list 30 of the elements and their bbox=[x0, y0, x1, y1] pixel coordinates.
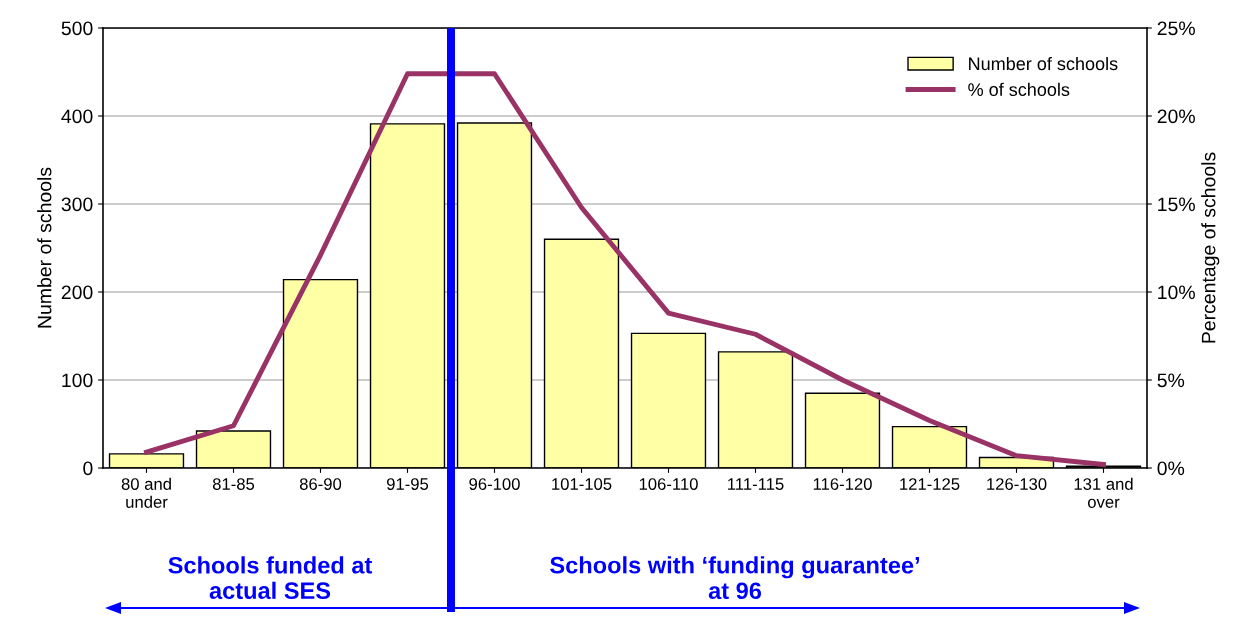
y-tick-label: 0 bbox=[83, 461, 93, 476]
y-tick-label: 400 bbox=[61, 109, 93, 124]
y-axis-title: Number of schools bbox=[37, 167, 52, 328]
text: Schools with ‘funding guarantee’ at 96 bbox=[550, 556, 920, 600]
y-tick-label: 300 bbox=[61, 197, 93, 212]
x-tick-label: 111-115 bbox=[728, 478, 784, 490]
x-tick-label: 116-120 bbox=[813, 478, 872, 490]
y2-tick-label: 25% bbox=[1157, 21, 1195, 36]
x-tick-label: 91-95 bbox=[386, 478, 429, 490]
x-tick-label: 101-105 bbox=[552, 478, 612, 490]
text: Schools funded at actual SES bbox=[168, 556, 373, 600]
x-tick-label: 106-110 bbox=[639, 478, 698, 490]
y2-tick-label: 15% bbox=[1158, 197, 1195, 212]
x-tick-label: 86-90 bbox=[299, 478, 342, 490]
y2-tick-label: 20% bbox=[1157, 109, 1195, 124]
y2-tick-label: 0% bbox=[1157, 461, 1185, 476]
y2-tick-label: 5% bbox=[1157, 373, 1185, 388]
legend-label: % of schools bbox=[968, 82, 1070, 97]
legend-label: Number of schools bbox=[969, 56, 1118, 71]
y2-axis-title: Percentage of schools bbox=[1201, 152, 1220, 343]
x-tick-label: 126-130 bbox=[987, 478, 1047, 490]
y2-tick-label: 10% bbox=[1158, 285, 1195, 300]
y-tick-label: 200 bbox=[61, 285, 93, 300]
y-tick-label: 100 bbox=[62, 373, 93, 388]
x-tick-label: 96-100 bbox=[469, 478, 520, 490]
x-tick-label: 80 and under bbox=[121, 477, 171, 508]
y-tick-label: 500 bbox=[61, 21, 93, 36]
x-tick-label: 81-85 bbox=[212, 478, 255, 490]
x-tick-label: 131 and over bbox=[1074, 477, 1133, 508]
x-tick-label: 121-125 bbox=[900, 478, 960, 490]
